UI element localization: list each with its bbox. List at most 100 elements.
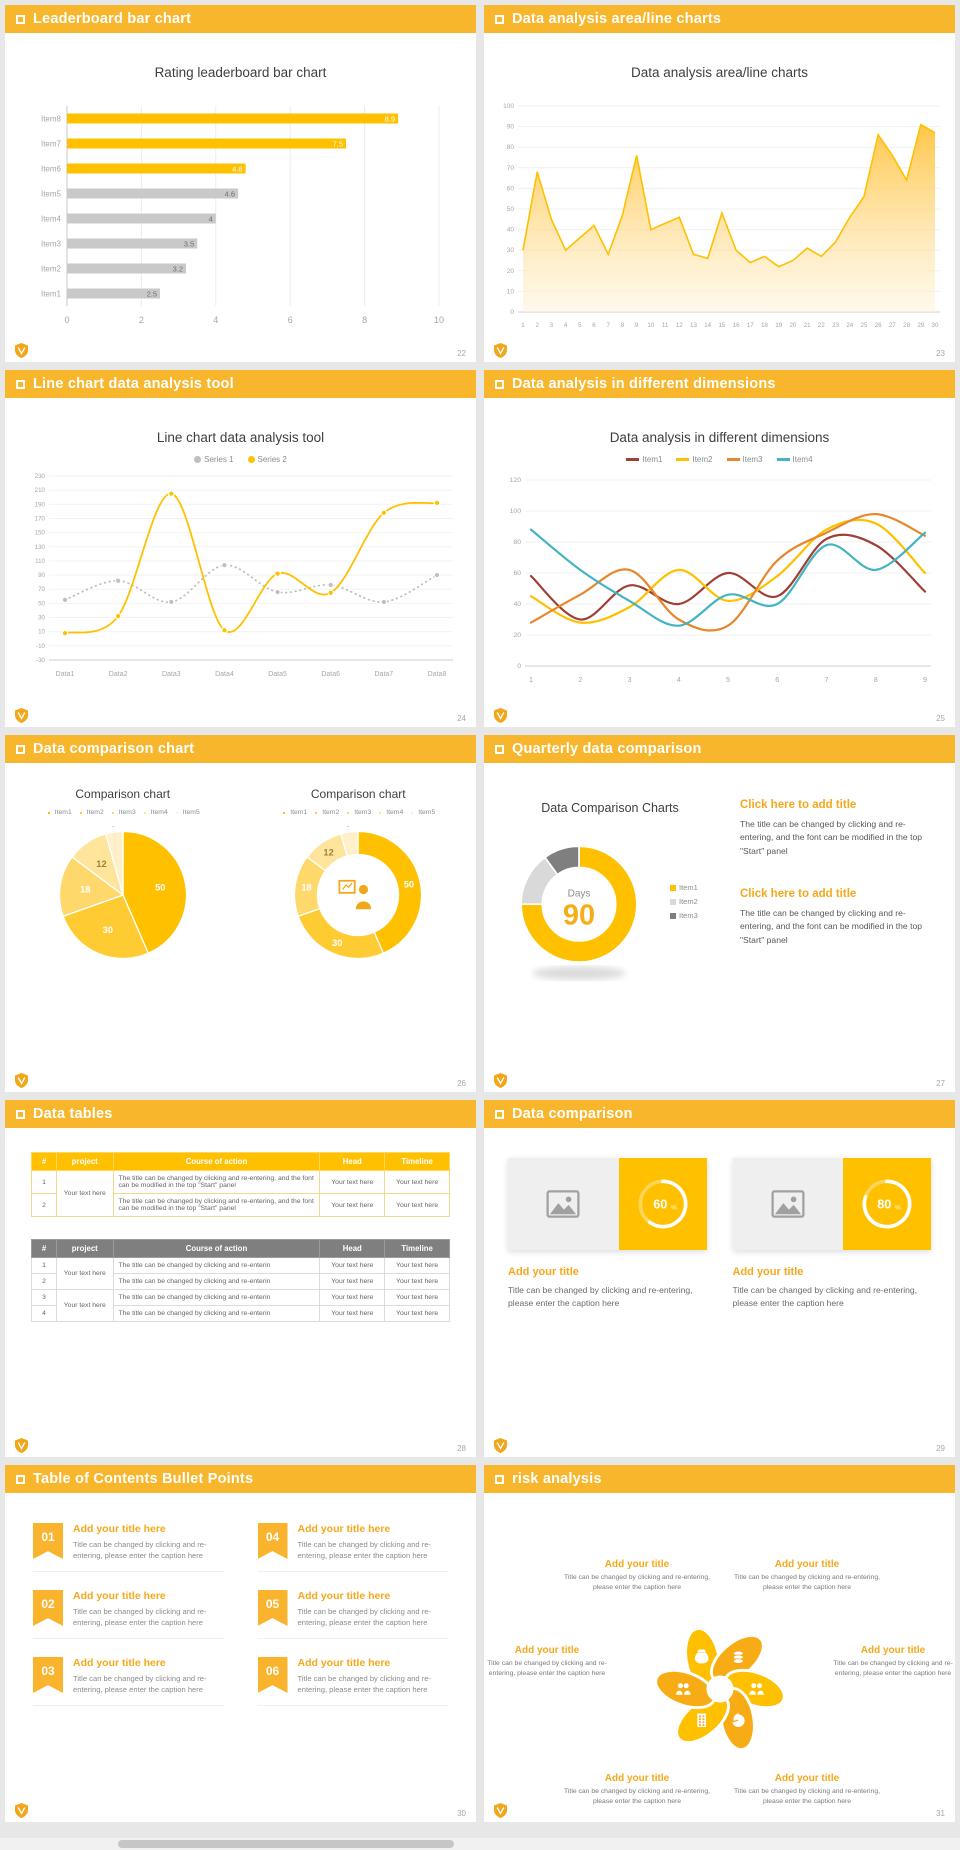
comparison-card: 60% Add your title Title can be changed … <box>508 1158 707 1310</box>
slide-data-tables[interactable]: Data tables # project Course of action Head… <box>5 1100 476 1457</box>
chart-title: Data analysis area/line charts <box>630 65 809 80</box>
slide-quarterly-data-comparison[interactable]: Quarterly data comparison Data Compariso… <box>484 735 955 1092</box>
slide-dimensions-line-chart[interactable]: Data analysis in different dimensions Da… <box>484 370 955 727</box>
toc-content: Add your title here Title can be changed … <box>298 1523 449 1561</box>
card-title[interactable]: Add your title <box>732 1266 804 1278</box>
risk-text-block: Add your title Title can be changed by cl… <box>562 1773 712 1807</box>
legend-label: Item5 <box>182 809 200 816</box>
table-row: 4 The title can be changed by clicking an… <box>30 1305 450 1322</box>
slide-header: Data tables <box>5 1100 476 1128</box>
svg-text:30: 30 <box>931 322 938 329</box>
svg-text:8: 8 <box>620 322 624 329</box>
slide-table-of-contents[interactable]: Table of Contents Bullet Points 01 Add yo… <box>5 1465 476 1822</box>
svg-text:1: 1 <box>529 675 533 684</box>
toc-item[interactable]: 04 Add your title here Title can be change… <box>257 1523 449 1572</box>
toc-item[interactable]: 05 Add your title here Title can be change… <box>257 1590 448 1639</box>
slide-header: Data analysis in different dimensions <box>484 370 955 398</box>
legend-swatch <box>776 458 790 461</box>
slide-area-line-charts[interactable]: Data analysis area/line charts Data anal… <box>484 5 955 362</box>
risk-block-title[interactable]: Add your title <box>604 1559 670 1570</box>
svg-text:10: 10 <box>506 288 514 295</box>
column-header: Course of action <box>112 1152 321 1171</box>
text-panel: Click here to add title The title can be… <box>736 763 955 1092</box>
toc-item[interactable]: 06 Add your title here Title can be change… <box>257 1657 448 1706</box>
slide-data-comparison-cards[interactable]: Data comparison 60% Add your title Title… <box>484 1100 955 1457</box>
svg-text:5: 5 <box>578 322 582 329</box>
scrollbar-thumb[interactable] <box>118 1840 454 1848</box>
svg-text:0: 0 <box>510 309 514 316</box>
block-title[interactable]: Click here to add title <box>740 887 857 900</box>
svg-text:110: 110 <box>35 558 45 565</box>
svg-text:20: 20 <box>789 322 796 329</box>
legend-item: Item2 <box>313 809 339 816</box>
card-title[interactable]: Add your title <box>508 1266 579 1278</box>
leaderboard-bar-chart: 0 2 4 6 8 10 Item8 8.9 Item7 7.5 Item6 4.8 Item5 4.6 I… <box>15 98 467 332</box>
legend-swatch <box>281 809 288 816</box>
slide-leaderboard-bar-chart[interactable]: Leaderboard bar chart Rating leaderboard… <box>5 5 476 362</box>
svg-text:7: 7 <box>606 322 610 329</box>
presenter-icon <box>338 879 372 910</box>
text-block: Click here to add title The title can be… <box>740 799 935 858</box>
svg-text:190: 190 <box>34 501 45 508</box>
risk-text-block: Add your title Title can be changed by cl… <box>732 1773 882 1807</box>
legend-label: Item2 <box>86 809 104 816</box>
svg-text:70: 70 <box>506 165 514 172</box>
risk-block-title[interactable]: Add your title <box>774 1773 840 1784</box>
risk-text-block: Add your title Title can be changed by cl… <box>832 1645 954 1679</box>
chart-title: Data analysis in different dimensions <box>609 430 830 445</box>
risk-block-title[interactable]: Add your title <box>514 1645 580 1656</box>
svg-text:8: 8 <box>362 315 367 325</box>
slide-header-title: Data analysis area/line charts <box>512 11 722 27</box>
legend-swatch <box>173 809 180 816</box>
data-table-gray: # project Course of action Head Timeline 1 You… <box>30 1239 450 1322</box>
table-cell: Your text here <box>319 1273 386 1290</box>
toc-item[interactable]: 03 Add your title here Title can be change… <box>33 1657 224 1706</box>
toc-list: 01 Add your title here Title can be change… <box>5 1493 476 1706</box>
slide-header: Table of Contents Bullet Points <box>5 1465 476 1493</box>
bar-Item8 <box>66 113 398 124</box>
svg-text:5: 5 <box>726 675 730 684</box>
toc-item-title[interactable]: Add your title here <box>73 1523 166 1535</box>
gauge-segment-Item1 <box>520 845 638 963</box>
toc-item-title[interactable]: Add your title here <box>73 1590 166 1602</box>
legend-dot-swatch <box>194 456 202 463</box>
table-cell: Your text here <box>384 1305 450 1322</box>
toc-item-title[interactable]: Add your title here <box>297 1657 391 1669</box>
risk-block-title[interactable]: Add your title <box>604 1773 670 1784</box>
chart-title: Data Comparison Charts <box>541 801 679 815</box>
risk-block-title[interactable]: Add your title <box>860 1645 926 1656</box>
risk-block-title[interactable]: Add your title <box>774 1559 840 1570</box>
legend-item: Item3 <box>345 809 371 816</box>
horizontal-scrollbar[interactable] <box>0 1838 960 1850</box>
slide-line-chart-tool[interactable]: Line chart data analysis tool Line chart… <box>5 370 476 727</box>
svg-text:Item8: Item8 <box>40 115 61 124</box>
table-cell: Your text here <box>384 1170 450 1194</box>
svg-text:60: 60 <box>506 185 514 192</box>
slides-grid: Leaderboard bar chart Rating leaderboard… <box>5 5 955 1822</box>
image-placeholder-icon <box>508 1158 619 1250</box>
slide-risk-analysis[interactable]: risk analysis Add your title Title can be… <box>484 1465 955 1822</box>
toc-item[interactable]: 02 Add your title here Title can be change… <box>33 1590 224 1639</box>
toc-item-title[interactable]: Add your title here <box>73 1657 166 1669</box>
svg-text:15: 15 <box>718 322 725 329</box>
toc-item-title[interactable]: Add your title here <box>297 1590 391 1602</box>
toc-item-body: Title can be changed by clicking and re-… <box>73 1674 207 1694</box>
svg-text:7.5: 7.5 <box>332 140 342 149</box>
slide-data-comparison-chart[interactable]: Data comparison chart Comparison chart I… <box>5 735 476 1092</box>
block-title[interactable]: Click here to add title <box>740 799 857 811</box>
donut-panel: Comparison chart Item1 Item2 Item3 Item4 Ite… <box>241 763 477 1092</box>
svg-text:Data6: Data6 <box>321 671 340 678</box>
svg-text:14: 14 <box>704 322 711 329</box>
bar-Item7 <box>66 138 346 149</box>
slide-header-title: Table of Contents Bullet Points <box>33 1471 254 1487</box>
toc-item[interactable]: 01 Add your title here Title can be change… <box>33 1523 224 1572</box>
toc-item-title[interactable]: Add your title here <box>297 1523 391 1535</box>
svg-text:6: 6 <box>775 675 779 684</box>
svg-text:%: % <box>895 1204 901 1211</box>
svg-text:%: % <box>671 1204 677 1211</box>
list-square-icon <box>16 379 25 389</box>
svg-text:18: 18 <box>302 882 312 892</box>
table-cell: Your text here <box>384 1273 450 1290</box>
svg-text:20: 20 <box>513 632 521 639</box>
chart-legend: Item1 Item2 Item3 Item4 Item5 <box>241 809 477 816</box>
